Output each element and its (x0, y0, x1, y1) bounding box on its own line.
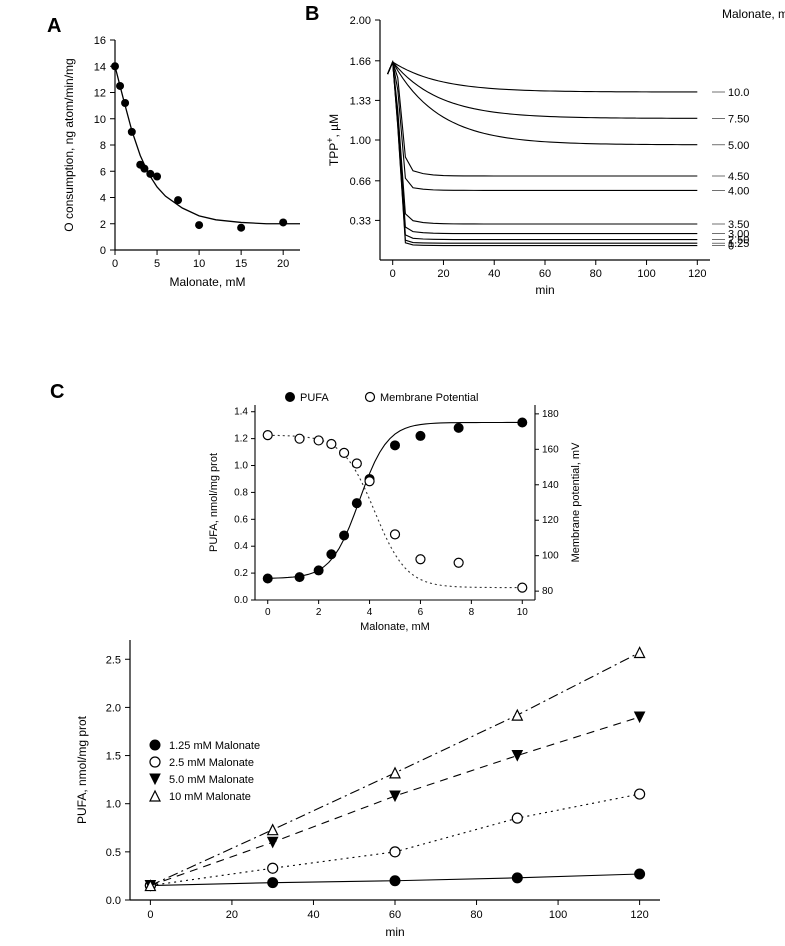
svg-text:20: 20 (277, 258, 289, 270)
svg-text:4: 4 (100, 193, 106, 205)
svg-text:PUFA, nmol/mg prot: PUFA, nmol/mg prot (75, 715, 89, 824)
svg-text:6: 6 (100, 166, 106, 178)
svg-text:160: 160 (542, 444, 559, 455)
svg-text:min: min (385, 925, 404, 939)
svg-text:10: 10 (193, 258, 205, 270)
svg-text:12: 12 (94, 88, 106, 100)
svg-text:100: 100 (549, 909, 567, 921)
svg-text:1.0: 1.0 (234, 461, 248, 472)
svg-text:120: 120 (688, 268, 706, 280)
svg-text:1.00: 1.00 (350, 135, 371, 147)
svg-text:140: 140 (542, 480, 559, 491)
svg-text:A: A (47, 15, 61, 37)
svg-text:0.8: 0.8 (234, 487, 248, 498)
svg-text:2: 2 (100, 219, 106, 231)
inset-legend: PUFA Membrane Potential (286, 392, 479, 404)
svg-text:180: 180 (542, 409, 559, 420)
svg-text:1.5: 1.5 (106, 751, 121, 763)
panel-c-legend: 1.25 mM Malonate 2.5 mM Malonate 5.0 mM Ma… (150, 740, 260, 803)
svg-text:1.33: 1.33 (350, 95, 371, 107)
figure-page: 051015200246810121416Malonate, mMO consu… (0, 0, 785, 946)
svg-text:10: 10 (94, 114, 106, 126)
svg-text:2.5: 2.5 (106, 654, 121, 666)
svg-text:100: 100 (542, 551, 559, 562)
svg-text:10.0: 10.0 (728, 87, 749, 99)
svg-text:1.25 mM Malonate: 1.25 mM Malonate (169, 740, 260, 752)
svg-text:8: 8 (100, 140, 106, 152)
svg-text:2.5 mM Malonate: 2.5 mM Malonate (169, 757, 254, 769)
svg-text:O consumption, ng atom/min/mg: O consumption, ng atom/min/mg (62, 58, 76, 231)
svg-text:0: 0 (112, 258, 118, 270)
svg-text:40: 40 (488, 268, 500, 280)
svg-text:5.0 mM Malonate: 5.0 mM Malonate (169, 774, 254, 786)
svg-text:0.0: 0.0 (106, 895, 121, 907)
svg-text:20: 20 (437, 268, 449, 280)
svg-text:120: 120 (542, 515, 559, 526)
svg-text:4.00: 4.00 (728, 185, 749, 197)
svg-text:1.0: 1.0 (106, 799, 121, 811)
svg-text:1.66: 1.66 (350, 56, 371, 68)
svg-text:20: 20 (226, 909, 238, 921)
svg-text:2.0: 2.0 (106, 702, 121, 714)
svg-text:80: 80 (470, 909, 482, 921)
svg-text:14: 14 (94, 61, 106, 73)
svg-text:Membrane potential, mV: Membrane potential, mV (570, 442, 582, 562)
svg-text:0: 0 (728, 241, 734, 253)
svg-text:7.50: 7.50 (728, 113, 749, 125)
svg-text:2.00: 2.00 (350, 15, 371, 27)
svg-text:min: min (535, 283, 554, 297)
svg-text:4: 4 (367, 607, 373, 618)
svg-text:Malonate, mM: Malonate, mM (169, 275, 245, 289)
svg-text:Malonate, mM: Malonate, mM (722, 7, 785, 21)
svg-text:5: 5 (154, 258, 160, 270)
svg-text:PUFA, nmol/mg prot: PUFA, nmol/mg prot (208, 453, 220, 552)
svg-text:0: 0 (100, 245, 106, 257)
svg-text:16: 16 (94, 35, 106, 47)
svg-text:40: 40 (307, 909, 319, 921)
svg-text:120: 120 (630, 909, 648, 921)
svg-text:0.66: 0.66 (350, 176, 371, 188)
svg-text:Membrane Potential: Membrane Potential (380, 392, 478, 404)
svg-text:C: C (50, 381, 64, 403)
svg-text:100: 100 (637, 268, 655, 280)
svg-text:10 mM Malonate: 10 mM Malonate (169, 791, 251, 803)
svg-text:0: 0 (265, 607, 271, 618)
svg-text:10: 10 (517, 607, 529, 618)
svg-text:B: B (305, 3, 319, 25)
svg-text:0.4: 0.4 (234, 541, 248, 552)
svg-text:0.2: 0.2 (234, 568, 248, 579)
svg-text:1.4: 1.4 (234, 407, 248, 418)
panel-b: 0 20 40 60 80 100 120 0.33 0.66 1.00 1.33 1.66 2.00 m… (305, 3, 785, 297)
svg-text:80: 80 (542, 586, 554, 597)
svg-text:0: 0 (390, 268, 396, 280)
svg-text:TPP+, µM: TPP+, µM (325, 114, 341, 166)
svg-text:PUFA: PUFA (300, 392, 329, 404)
svg-text:60: 60 (389, 909, 401, 921)
svg-text:4.50: 4.50 (728, 171, 749, 183)
panel-c-inset: 0 2 4 6 8 10 0.0 0.2 0.4 0.6 0.8 1.0 1.2 1.4 80 100 120 1… (208, 392, 582, 633)
svg-text:0: 0 (147, 909, 153, 921)
svg-text:15: 15 (235, 258, 247, 270)
svg-text:2: 2 (316, 607, 322, 618)
svg-text:60: 60 (539, 268, 551, 280)
svg-text:0.33: 0.33 (350, 215, 371, 227)
panel-a: 0 5 10 15 20 0 2 4 6 8 10 12 14 16 Malonate, mM O consu… (47, 15, 300, 289)
svg-text:80: 80 (590, 268, 602, 280)
svg-text:0.6: 0.6 (234, 514, 248, 525)
svg-text:0.0: 0.0 (234, 595, 248, 606)
svg-text:Malonate, mM: Malonate, mM (360, 621, 430, 633)
svg-text:5.00: 5.00 (728, 140, 749, 152)
svg-text:0.5: 0.5 (106, 847, 121, 859)
figure-svg: 051015200246810121416Malonate, mMO consu… (0, 0, 785, 946)
svg-text:1.2: 1.2 (234, 434, 248, 445)
svg-text:6: 6 (418, 607, 424, 618)
svg-text:8: 8 (469, 607, 475, 618)
